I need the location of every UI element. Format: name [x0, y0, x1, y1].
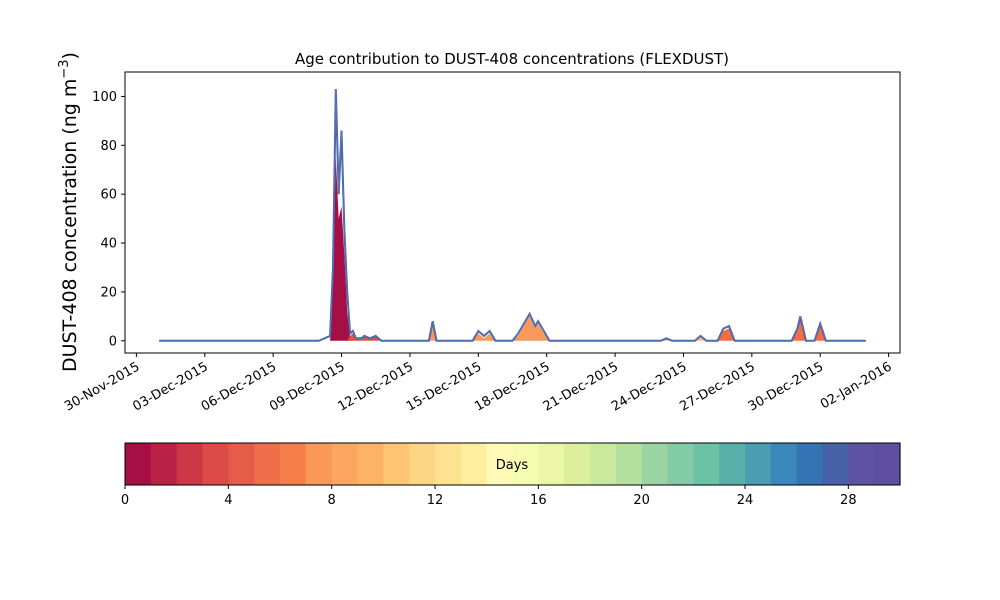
- colorbar-segment: [667, 443, 694, 485]
- colorbar-segment: [615, 443, 643, 485]
- y-axis: 0 20 40 60 80 100: [92, 90, 125, 349]
- colorbar-segment: [590, 443, 617, 485]
- colorbar-segment: [719, 443, 746, 485]
- colorbar-tick-label: 8: [328, 493, 336, 508]
- colorbar-segment: [254, 443, 281, 485]
- colorbar-segment: [486, 443, 514, 485]
- colorbar-segment: [641, 443, 669, 485]
- colorbar-tick-label: 0: [121, 493, 129, 508]
- colorbar-segment: [409, 443, 436, 485]
- colorbar-label: Days: [496, 458, 529, 473]
- colorbar-segment: [280, 443, 307, 485]
- colorbar-tick-label: 28: [840, 493, 857, 508]
- total-series: [159, 89, 866, 342]
- x-tick-label: 03-Dec-2015: [130, 359, 210, 414]
- axes-frame: [124, 71, 901, 354]
- y-axis-label: DUST-408 concentration (ng m−3): [57, 52, 81, 372]
- colorbar-segment: [202, 443, 229, 485]
- x-tick-label: 30-Dec-2015: [746, 359, 826, 414]
- x-tick-label: 15-Dec-2015: [404, 359, 484, 414]
- colorbar-segment: [435, 443, 462, 485]
- colorbar-segment: [538, 443, 565, 485]
- colorbar-segment: [331, 443, 359, 485]
- colorbar: Days 0 4 8 12 16 20 24 28: [121, 442, 901, 508]
- age-band-3: [717, 318, 826, 341]
- colorbar-segment: [383, 443, 410, 485]
- y-tick-label: 40: [100, 237, 117, 252]
- total-line-inner: [159, 89, 866, 342]
- colorbar-segment: [693, 443, 720, 485]
- colorbar-tick-label: 4: [224, 493, 232, 508]
- colorbar-segment: [125, 443, 152, 485]
- colorbar-segment: [305, 443, 333, 485]
- colorbar-segment: [176, 443, 204, 485]
- x-tick-label: 09-Dec-2015: [267, 359, 347, 414]
- colorbar-segment: [848, 443, 875, 485]
- y-tick-label: 0: [109, 334, 117, 349]
- x-tick-label: 18-Dec-2015: [472, 359, 552, 414]
- y-tick-label: 100: [92, 90, 117, 105]
- colorbar-segment: [460, 443, 488, 485]
- x-tick-label: 02-Jan-2016: [818, 359, 895, 412]
- colorbar-segment: [150, 443, 178, 485]
- x-tick-label: 27-Dec-2015: [677, 359, 757, 414]
- colorbar-segment: [512, 443, 539, 485]
- colorbar-segment: [745, 443, 772, 485]
- plot-area: [124, 71, 901, 354]
- y-tick-label: 60: [100, 188, 117, 203]
- age-band-2: [428, 316, 550, 341]
- colorbar-segment: [228, 443, 255, 485]
- age-band-0: [330, 157, 353, 341]
- colorbar-tick-label: 12: [427, 493, 444, 508]
- y-tick-label: 80: [100, 139, 117, 154]
- x-axis: 30-Nov-201503-Dec-201506-Dec-201509-Dec-…: [62, 353, 895, 415]
- colorbar-segment: [357, 443, 384, 485]
- x-tick-label: 24-Dec-2015: [609, 359, 689, 414]
- colorbar-segment: [796, 443, 824, 485]
- colorbar-tick-label: 24: [737, 493, 754, 508]
- colorbar-segment: [874, 443, 901, 485]
- age-bands: [330, 157, 826, 341]
- colorbar-segment: [822, 443, 849, 485]
- colorbar-tick-label: 20: [633, 493, 650, 508]
- age-band-4: [660, 337, 707, 341]
- chart-title: Age contribution to DUST-408 concentrati…: [295, 50, 729, 68]
- colorbar-frame: [124, 442, 901, 486]
- x-tick-label: 12-Dec-2015: [336, 359, 416, 414]
- colorbar-segment: [564, 443, 591, 485]
- total-line: [159, 89, 866, 342]
- y-tick-label: 20: [100, 285, 117, 300]
- colorbar-segment: [770, 443, 798, 485]
- x-tick-label: 06-Dec-2015: [199, 359, 279, 414]
- colorbar-tick-label: 16: [530, 493, 547, 508]
- x-tick-label: 21-Dec-2015: [541, 359, 621, 414]
